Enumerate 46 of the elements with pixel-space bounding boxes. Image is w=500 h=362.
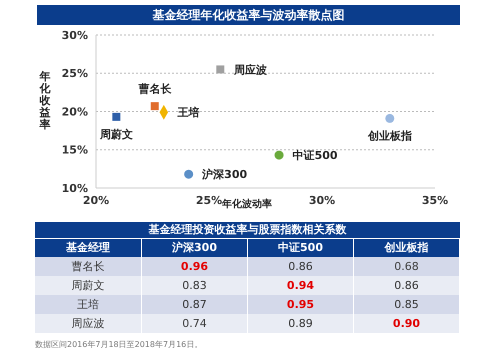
point [184,170,194,179]
x-axis-title: 年化波动率 [222,198,272,211]
data-label: 0.83 [142,276,248,295]
data-label: 0.87 [142,295,248,314]
chart-title: 基金经理年化收益率与波动率散点图 [37,5,460,25]
point [274,150,284,160]
point [385,114,394,123]
chart-title: 基金经理投资收益率与股票指数相关系数 [35,222,460,238]
data-label: 0.95 [248,295,354,314]
x-tick-label: 25% [196,194,222,207]
y-tick-label: 周蔚文 [35,276,142,295]
y-axis-title: 基金经理 [35,239,142,257]
series-label: 曹名长 [137,82,172,96]
y-tick-label: 25% [62,67,88,80]
series-label: 中证500 [292,149,338,162]
series-label: 周蔚文 [98,128,133,142]
y-tick-label: 15% [62,144,88,157]
data-label: 0.90 [354,314,460,333]
series-label: 周应波 [232,63,268,76]
series-label: 创业板指 [366,130,412,143]
data-label: 0.89 [248,314,354,333]
y-tick-label: 曹名长 [35,257,142,276]
data-label: 0.74 [142,314,248,333]
x-tick-label: 沪深300 [142,239,248,257]
text: 数据区间2016年7月18日至2018年7月16日。 [35,339,204,350]
series-label: 沪深300 [201,168,248,182]
data-label: 0.94 [248,276,354,295]
y-tick-label: 10% [62,182,88,195]
y-tick-label: 30% [62,28,88,42]
data-label: 0.86 [354,276,460,295]
point [216,65,224,74]
series-label: 王培 [176,106,200,120]
y-axis-title: 年化收益率 [38,70,52,131]
data-label: 0.86 [248,257,354,276]
x-tick-label: 35% [422,194,448,207]
y-tick-label: 周应波 [35,314,142,333]
x-tick-label: 创业板指 [354,239,460,257]
data-label: 0.96 [142,257,248,276]
x-tick-label: 30% [308,194,336,207]
x-tick-label: 中证500 [248,239,354,257]
data-label: 0.68 [354,257,460,276]
y-tick-label: 20% [62,105,88,118]
point [150,102,159,110]
data-label: 0.85 [354,295,460,314]
y-tick-label: 王培 [35,295,142,314]
point [112,112,120,121]
